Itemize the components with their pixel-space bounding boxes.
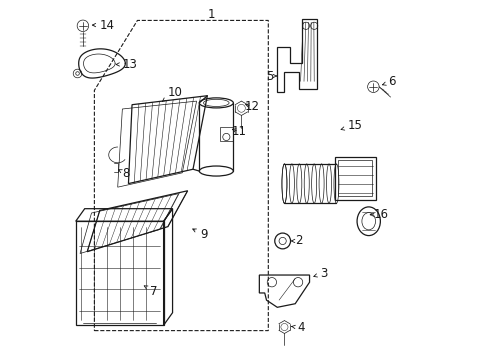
Text: 4: 4 — [292, 321, 304, 334]
Text: 6: 6 — [383, 75, 396, 88]
Text: 8: 8 — [119, 167, 130, 180]
Text: 7: 7 — [144, 285, 157, 298]
Text: 1: 1 — [207, 8, 215, 21]
Text: 12: 12 — [245, 100, 259, 113]
Text: 14: 14 — [92, 19, 115, 32]
Text: 2: 2 — [292, 234, 303, 247]
Text: 15: 15 — [341, 119, 362, 132]
Text: 16: 16 — [370, 208, 389, 221]
Text: 13: 13 — [116, 58, 137, 71]
Text: 9: 9 — [193, 228, 208, 241]
Text: 10: 10 — [162, 86, 182, 102]
Text: 11: 11 — [231, 125, 246, 138]
Text: 3: 3 — [314, 267, 328, 280]
Text: 5: 5 — [267, 69, 277, 82]
